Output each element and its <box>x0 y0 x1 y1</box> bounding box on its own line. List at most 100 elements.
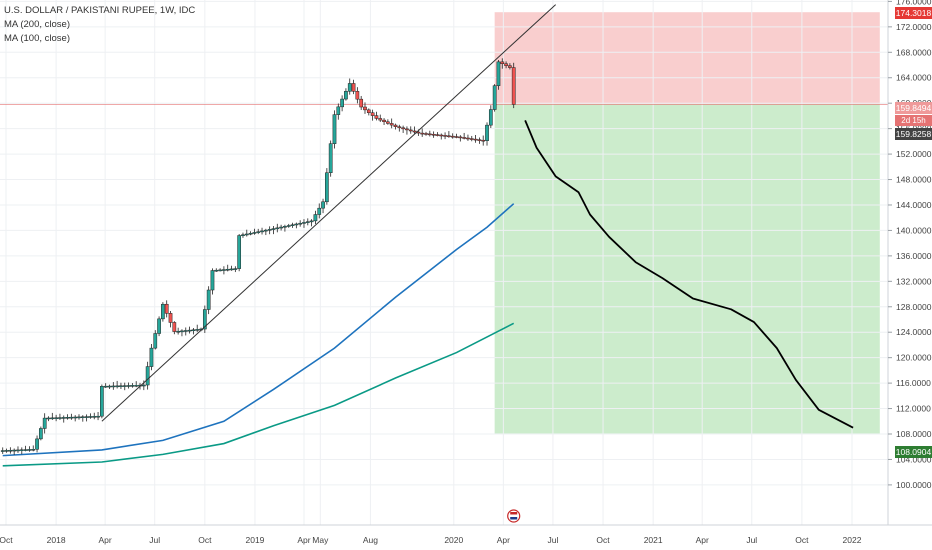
candle-body <box>248 232 253 235</box>
candle-body <box>294 223 299 226</box>
candle-body <box>46 417 51 420</box>
x-tick-label: 2019 <box>245 535 264 545</box>
candle-body <box>39 428 43 440</box>
candle-body <box>344 91 348 100</box>
candle-body <box>237 235 242 269</box>
candle-body <box>172 322 177 332</box>
forecast-path <box>524 120 854 429</box>
x-tick-label: 2022 <box>843 535 862 545</box>
x-tick-label: Aug <box>363 535 378 545</box>
y-tick-label: 128.0000 <box>896 302 932 312</box>
candle-body <box>427 133 432 136</box>
candle-body <box>469 138 474 140</box>
candle-body <box>420 132 425 135</box>
x-tick-label: Apr <box>696 535 709 545</box>
candle-body <box>313 214 318 222</box>
candle-body <box>244 233 249 236</box>
candle-body <box>176 330 180 333</box>
candle-body <box>58 417 62 419</box>
candle-body <box>336 106 341 115</box>
event-flag-icon-stripe <box>510 517 518 520</box>
candle-body <box>252 232 257 234</box>
candle-body <box>180 330 184 333</box>
candle-body <box>0 450 5 452</box>
candle-body <box>69 416 74 419</box>
candle-body <box>222 269 226 271</box>
candle-body <box>286 225 291 227</box>
candle-body <box>347 83 352 92</box>
candle-body <box>16 449 20 452</box>
candle-body <box>161 303 165 320</box>
candle-body <box>488 109 493 126</box>
candle-body <box>168 313 173 323</box>
y-tick-label: 104.0000 <box>896 454 932 464</box>
x-tick-label: Jul <box>149 535 160 545</box>
candle-body <box>100 386 104 417</box>
candle-body <box>233 268 238 270</box>
candle-body <box>386 121 390 124</box>
event-flag-icon-stripe <box>510 512 518 515</box>
candle-body <box>374 115 379 119</box>
y-tick-label: 172.0000 <box>896 22 932 32</box>
legend-symbol: U.S. DOLLAR / PAKISTANI RUPEE, 1W, IDC <box>4 5 196 16</box>
candle-body <box>447 135 451 138</box>
candle-body <box>466 137 470 140</box>
x-tick-label: 2020 <box>444 535 463 545</box>
candle-body <box>454 136 459 138</box>
event-flag-icon <box>507 509 521 523</box>
candle-body <box>267 229 272 231</box>
candle-body <box>355 91 360 100</box>
candle-body <box>42 417 47 429</box>
countdown-label: 2d 15h <box>895 115 932 126</box>
candle-body <box>141 384 146 387</box>
x-tick-label: Oct <box>795 535 809 545</box>
candle-body <box>332 114 337 144</box>
time-axis-bg <box>0 525 932 550</box>
candle-body <box>126 385 131 387</box>
candle-body <box>96 415 100 418</box>
candle-body <box>119 385 123 387</box>
candle-body <box>431 133 436 136</box>
candle-body <box>340 98 344 108</box>
y-tick-label: 116.0000 <box>896 378 931 388</box>
candle-body <box>298 222 303 225</box>
chart-legend: U.S. DOLLAR / PAKISTANI RUPEE, 1W, IDC M… <box>4 4 195 46</box>
legend-ma100: MA (100, close) <box>4 33 70 44</box>
candle-body <box>149 347 154 367</box>
candle-body <box>412 130 417 133</box>
candle-body <box>202 309 207 330</box>
candle-body <box>351 83 356 92</box>
candle-body <box>195 329 200 331</box>
y-tick-label: 136.0000 <box>896 251 932 261</box>
price-label-current: 159.8494 <box>895 102 932 114</box>
candle-body <box>65 417 70 419</box>
candle-body <box>50 417 55 420</box>
y-tick-label: 132.0000 <box>896 276 932 286</box>
candle-body <box>290 224 295 226</box>
candle-body <box>35 438 39 450</box>
y-tick-label: 100.0000 <box>896 480 932 490</box>
ma200-line <box>2 322 515 467</box>
candle-body <box>283 226 287 228</box>
candle-body <box>256 231 261 233</box>
x-tick-label: Jul <box>547 535 558 545</box>
candle-body <box>511 67 516 105</box>
candle-body <box>8 449 13 452</box>
x-tick-label: Oct <box>198 535 212 545</box>
candle-body <box>19 449 24 452</box>
candle-body <box>241 234 245 236</box>
candle-body <box>225 268 230 271</box>
candle-body <box>214 269 219 272</box>
y-tick-label: 108.0000 <box>896 429 932 439</box>
candle-body <box>275 227 280 230</box>
candle-body <box>122 385 127 387</box>
candle-body <box>309 220 314 223</box>
y-tick-label: 164.0000 <box>896 73 932 83</box>
candle-body <box>111 385 116 388</box>
candle-body <box>77 416 81 419</box>
candle-body <box>389 123 394 126</box>
candle-body <box>328 143 333 173</box>
candle-body <box>134 385 139 387</box>
